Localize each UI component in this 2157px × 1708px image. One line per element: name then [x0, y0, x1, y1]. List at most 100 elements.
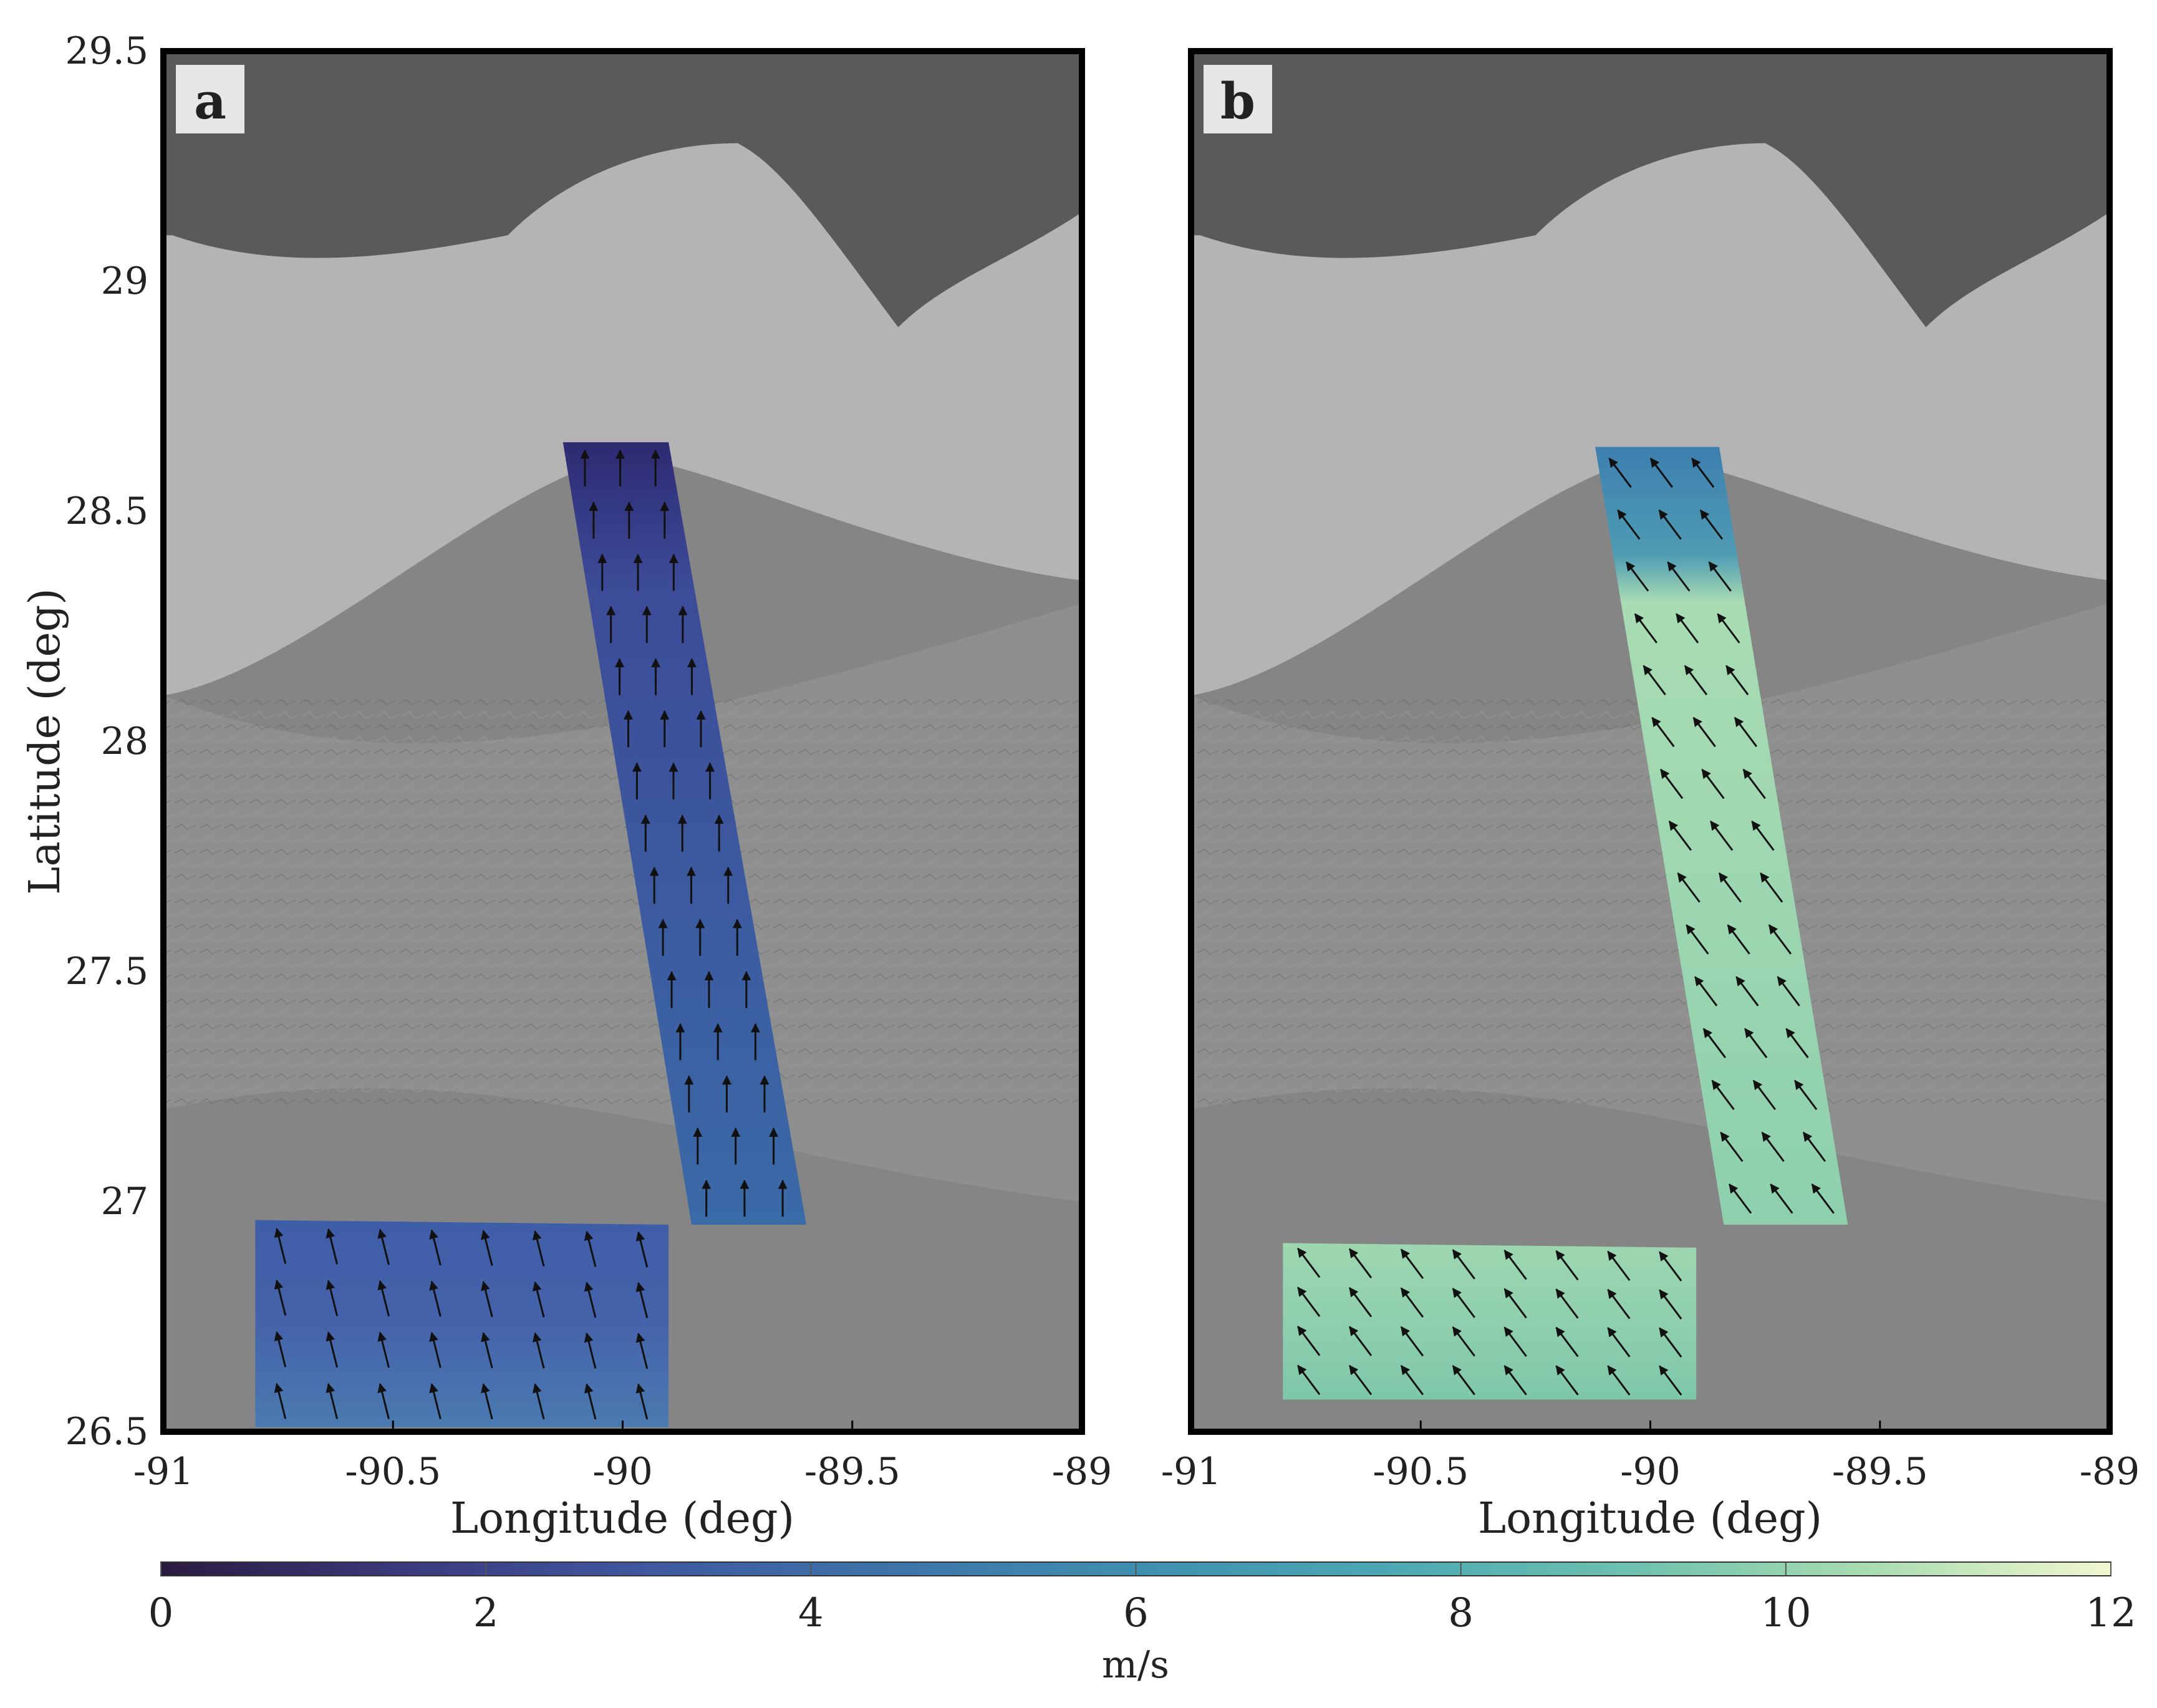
wind-arrow — [584, 1383, 597, 1420]
wind-arrow — [377, 1382, 390, 1419]
y-tick-labels: 26.5 27 27.5 28 28.5 29 29.5 — [65, 29, 148, 1454]
wind-arrow — [1608, 457, 1632, 488]
wind-arrow — [1708, 561, 1732, 592]
wind-arrow — [1694, 976, 1718, 1006]
wind-arrow — [1503, 1326, 1527, 1357]
swath-b-east-west-swath — [1283, 1243, 1697, 1400]
wind-arrow — [1452, 1249, 1475, 1280]
colorbar-tick-label: 8 — [1448, 1590, 1474, 1636]
wind-arrow — [1811, 1183, 1835, 1214]
wind-arrow — [1607, 1250, 1631, 1281]
wind-arrow — [1677, 872, 1701, 903]
wind-arrow — [1710, 820, 1734, 851]
wind-arrow — [1643, 665, 1666, 695]
y-tick-label: 28 — [101, 720, 148, 763]
wind-arrow — [1668, 820, 1692, 851]
wind-arrow — [274, 1279, 287, 1316]
wind-arrow — [1555, 1250, 1579, 1281]
x-tick-label: -91 — [133, 1450, 194, 1493]
wind-arrow — [1742, 768, 1766, 799]
swath-a-east-west-swath — [255, 1220, 669, 1427]
wind-arrow — [1744, 1028, 1768, 1058]
wind-arrow — [1503, 1250, 1527, 1280]
x-tick-label: -90.5 — [1373, 1450, 1469, 1493]
wind-arrow — [1692, 716, 1716, 748]
colorbar-tick-label: 6 — [1123, 1590, 1149, 1636]
wind-arrow — [274, 1331, 287, 1368]
y-axis-label: Latitude (deg) — [21, 588, 70, 895]
wind-arrow — [1684, 665, 1708, 695]
wind-arrow — [1727, 924, 1750, 955]
wind-arrow — [1702, 1028, 1726, 1058]
wind-arrow — [635, 1383, 649, 1420]
wind-arrow — [1794, 1079, 1818, 1111]
panel-b-map: b -91 -90.5 -90 -89.5 -89 Longitude (deg) — [1161, 48, 2140, 1543]
basemap-b — [1191, 51, 2110, 1432]
x-tick-label: -89.5 — [804, 1450, 900, 1493]
wind-arrow — [1718, 872, 1742, 903]
wind-arrow — [1751, 820, 1775, 851]
y-tick-label: 26.5 — [65, 1410, 148, 1454]
wind-arrow — [1761, 1131, 1785, 1162]
panel-label-box-a — [176, 65, 244, 133]
panel-label-b: b — [1220, 72, 1255, 130]
wind-arrow — [1348, 1248, 1373, 1279]
wind-arrow — [1699, 509, 1724, 540]
wind-arrow — [377, 1280, 390, 1316]
wind-arrow — [635, 1281, 649, 1318]
wind-arrow — [1676, 613, 1699, 644]
wind-arrow — [1400, 1326, 1424, 1357]
wind-arrow — [1452, 1364, 1475, 1396]
swath-a-north-south-swath — [562, 442, 807, 1225]
wind-arrow — [1658, 509, 1682, 540]
wind-arrow — [584, 1230, 597, 1267]
wind-arrow — [1555, 1326, 1579, 1358]
wind-arrow — [1297, 1286, 1321, 1317]
wind-arrow — [429, 1331, 442, 1368]
x-tick-label: -90 — [592, 1450, 653, 1493]
wind-arrow — [1717, 613, 1740, 644]
wind-arrow — [1555, 1365, 1579, 1396]
wind-arrow — [1626, 561, 1649, 592]
wind-arrow — [1686, 924, 1709, 955]
colorbar-tick-label: 12 — [2085, 1590, 2136, 1636]
swaths-a — [255, 442, 807, 1427]
wind-arrow — [1752, 1079, 1776, 1111]
wind-arrow — [635, 1231, 649, 1268]
wind-arrow — [1452, 1326, 1475, 1357]
x-tick-labels-b: -91 -90.5 -90 -89.5 -89 — [1161, 1421, 2140, 1493]
wind-arrow — [1659, 1289, 1682, 1320]
y-tick-label: 29 — [101, 259, 148, 303]
wind-arrow — [1729, 1183, 1752, 1214]
wind-arrow — [429, 1382, 442, 1420]
x-tick-label: -89.5 — [1832, 1450, 1928, 1493]
wind-arrow — [1691, 457, 1715, 488]
wind-arrow — [635, 1333, 649, 1369]
wind-arrow — [1607, 1288, 1631, 1320]
wind-arrow — [1607, 1365, 1631, 1396]
wind-arrow — [1649, 457, 1674, 488]
wind-arrow — [1452, 1288, 1475, 1318]
wind-arrow — [1503, 1288, 1527, 1319]
wind-arrow — [1734, 716, 1758, 748]
wind-arrow — [532, 1332, 545, 1369]
wind-arrow — [274, 1382, 287, 1419]
wind-arrow — [1659, 1327, 1682, 1358]
wind-arrow — [326, 1228, 339, 1265]
colorbar-tick-label: 4 — [798, 1590, 824, 1636]
wind-arrow — [1634, 613, 1658, 644]
wind-arrow — [481, 1383, 493, 1420]
basemap-a — [163, 51, 1082, 1432]
y-tick-label: 27 — [101, 1180, 148, 1223]
colorbar: 0 2 4 6 8 10 12 m/s — [148, 1561, 2136, 1687]
wind-arrow — [481, 1281, 493, 1318]
colorbar-tick-label: 0 — [148, 1590, 174, 1636]
colorbar-tick-label: 2 — [473, 1590, 499, 1636]
wind-arrow — [429, 1280, 442, 1317]
x-tick-label: -89 — [1052, 1450, 1112, 1493]
wind-arrow — [1720, 1131, 1744, 1162]
wind-arrow — [1701, 768, 1725, 799]
wind-arrow — [1660, 768, 1684, 799]
x-tick-label: -90 — [1620, 1450, 1681, 1493]
coastline-land — [1191, 51, 2110, 327]
